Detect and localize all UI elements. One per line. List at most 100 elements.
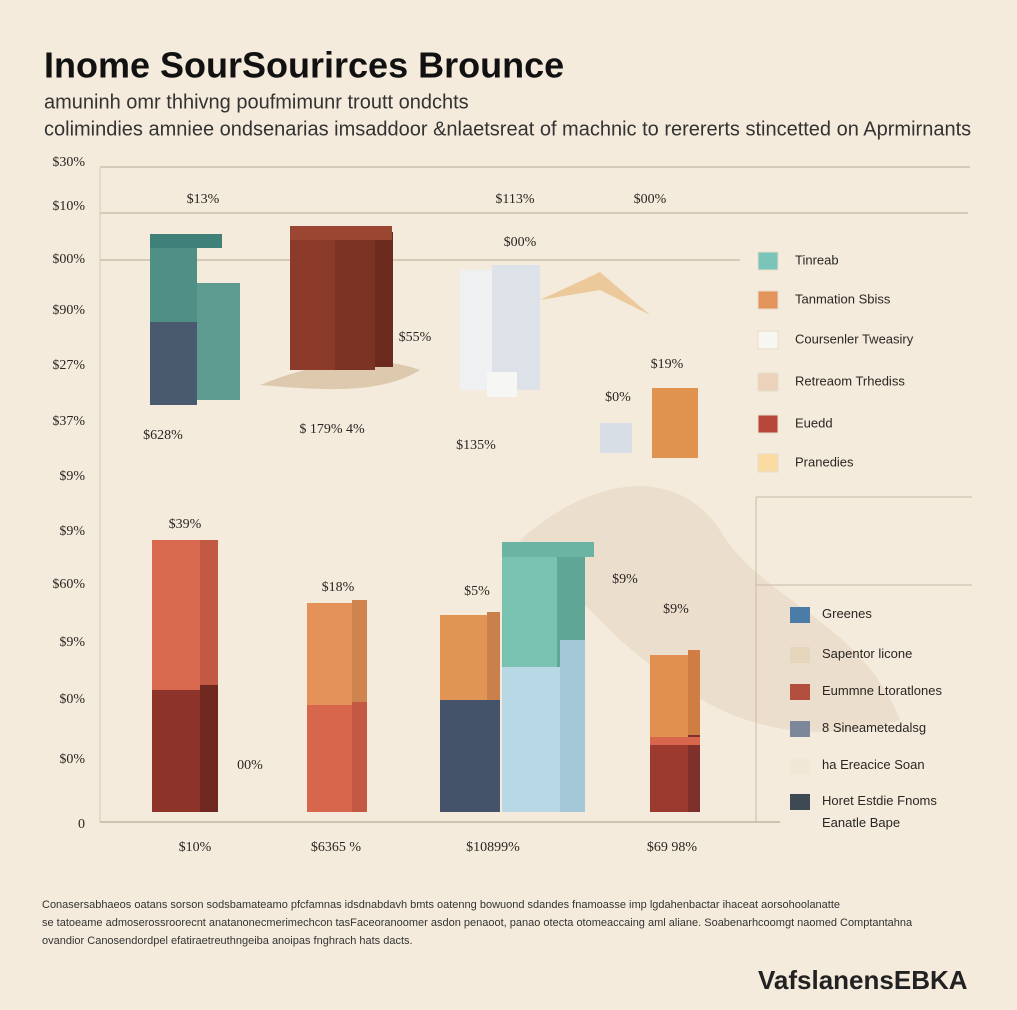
axis-label: $9% — [59, 524, 85, 539]
bar-shape — [150, 322, 197, 405]
legend-swatch — [757, 290, 779, 310]
bar-shape — [502, 542, 594, 557]
legend-line: Eummne Ltoratlones — [822, 683, 942, 698]
legend-line: Greenes — [822, 606, 872, 621]
legend-swatch — [790, 607, 810, 623]
legend-swatch — [790, 684, 810, 700]
axis-label: $00% — [52, 252, 85, 267]
axis-label: $90% — [52, 303, 85, 318]
legend-swatch — [757, 330, 779, 350]
bar-label: $113% — [495, 192, 534, 207]
text: Coursenler Tweasiry — [795, 331, 914, 346]
bar-label: $9% — [663, 602, 689, 617]
legend-swatch — [757, 251, 779, 271]
bar-shape — [290, 226, 392, 240]
bar-label: $55% — [399, 330, 432, 345]
legend-swatch — [757, 414, 779, 434]
bar-shape — [150, 248, 197, 322]
legend-label: Horet Estdie Fnoms Eanatle Bape — [822, 793, 937, 830]
bar-shape — [440, 615, 487, 700]
text: Tanmation Sbiss — [795, 291, 891, 306]
bars — [150, 226, 700, 812]
bar-label: $00% — [634, 192, 667, 207]
text: ovandior Canosendordpel efatiraetreuthng… — [42, 935, 413, 947]
bar-label: $9% — [612, 572, 638, 587]
text: VafslanensEBKA — [758, 965, 968, 995]
text: Pranedies — [795, 454, 854, 469]
bar-shape — [688, 650, 700, 740]
subtitle: colimindies amniee ondsenarias imsaddoor… — [44, 118, 971, 140]
bar-label: $39% — [169, 517, 202, 532]
decor-peak — [540, 272, 650, 315]
bar-shape — [352, 702, 367, 812]
bar-shape — [502, 667, 560, 812]
bar-label: $ 179% 4% — [299, 422, 365, 437]
axis-label: $37% — [52, 414, 85, 429]
bar-shape — [200, 540, 218, 690]
bar-shape — [307, 705, 352, 812]
legend-line: Horet Estdie Fnoms — [822, 793, 937, 808]
texts: Inome SourSourirces Brounce amuninh omr t… — [42, 45, 971, 995]
bar-label: $10% — [179, 840, 212, 855]
bar-label: $628% — [143, 428, 183, 443]
legend-swatch — [757, 372, 779, 392]
bar-shape — [650, 745, 688, 812]
legend-label: ha Ereacice Soan — [822, 757, 925, 772]
bar-shape — [460, 270, 492, 390]
bar-shape — [152, 540, 200, 690]
axis-label: $0% — [59, 692, 85, 707]
bar-label: $0% — [605, 390, 631, 405]
bar-label: $13% — [187, 192, 220, 207]
text: Euedd — [795, 415, 833, 430]
bar-shape — [487, 372, 517, 397]
legend-swatch — [790, 721, 810, 737]
axis-label: $60% — [52, 577, 85, 592]
axis-label: $27% — [52, 358, 85, 373]
bar-shape — [487, 612, 500, 700]
bar-label: $19% — [651, 357, 684, 372]
bar-shape — [650, 737, 700, 745]
bar-shape — [197, 283, 240, 400]
title: Inome SourSourirces Brounce — [44, 45, 564, 86]
legend-label: Greenes — [822, 606, 872, 621]
bar-shape — [375, 232, 393, 367]
bar-shape — [152, 690, 200, 812]
legend-line: ha Ereacice Soan — [822, 757, 925, 772]
bar-shape — [652, 388, 698, 458]
text: Conasersabhaeos oatans sorson sodsbamate… — [42, 899, 840, 911]
legend-swatch — [790, 647, 810, 663]
legend-line: Sapentor licone — [822, 646, 912, 661]
legend-label: Eummne Ltoratlones — [822, 683, 942, 698]
bar-label: $18% — [322, 580, 355, 595]
axis-label: $9% — [59, 469, 85, 484]
legend-swatch — [790, 794, 810, 810]
axis-label: 0 — [78, 817, 85, 832]
legend-line: Eanatle Bape — [822, 815, 900, 830]
axis-label: $10% — [52, 199, 85, 214]
bar-label: $10899% — [466, 840, 520, 855]
text: Retreaom Trhediss — [795, 373, 905, 388]
legend-label: Sapentor licone — [822, 646, 912, 661]
axis-label: $0% — [59, 752, 85, 767]
bar-label: $6365 % — [311, 840, 362, 855]
bar-shape — [560, 640, 585, 812]
bar-shape — [200, 685, 218, 812]
bar-shape — [502, 557, 557, 667]
text: Tinreab — [795, 252, 839, 267]
legend-line: 8 Sineametedalsg — [822, 720, 926, 735]
bar-shape — [352, 600, 367, 706]
legend-label: 8 Sineametedalsg — [822, 720, 926, 735]
bar-shape — [150, 234, 222, 248]
bar-label: $5% — [464, 584, 490, 599]
bar-shape — [650, 655, 688, 737]
legend-swatch — [757, 453, 779, 473]
bar-shape — [492, 265, 540, 390]
bar-shape — [688, 735, 700, 812]
text: se tatoeame admoserossroorecnt anatanone… — [42, 917, 913, 929]
bar-shape — [440, 700, 500, 812]
bar-label: $00% — [504, 235, 537, 250]
bar-shape — [307, 603, 352, 705]
bar-shape — [290, 240, 335, 370]
